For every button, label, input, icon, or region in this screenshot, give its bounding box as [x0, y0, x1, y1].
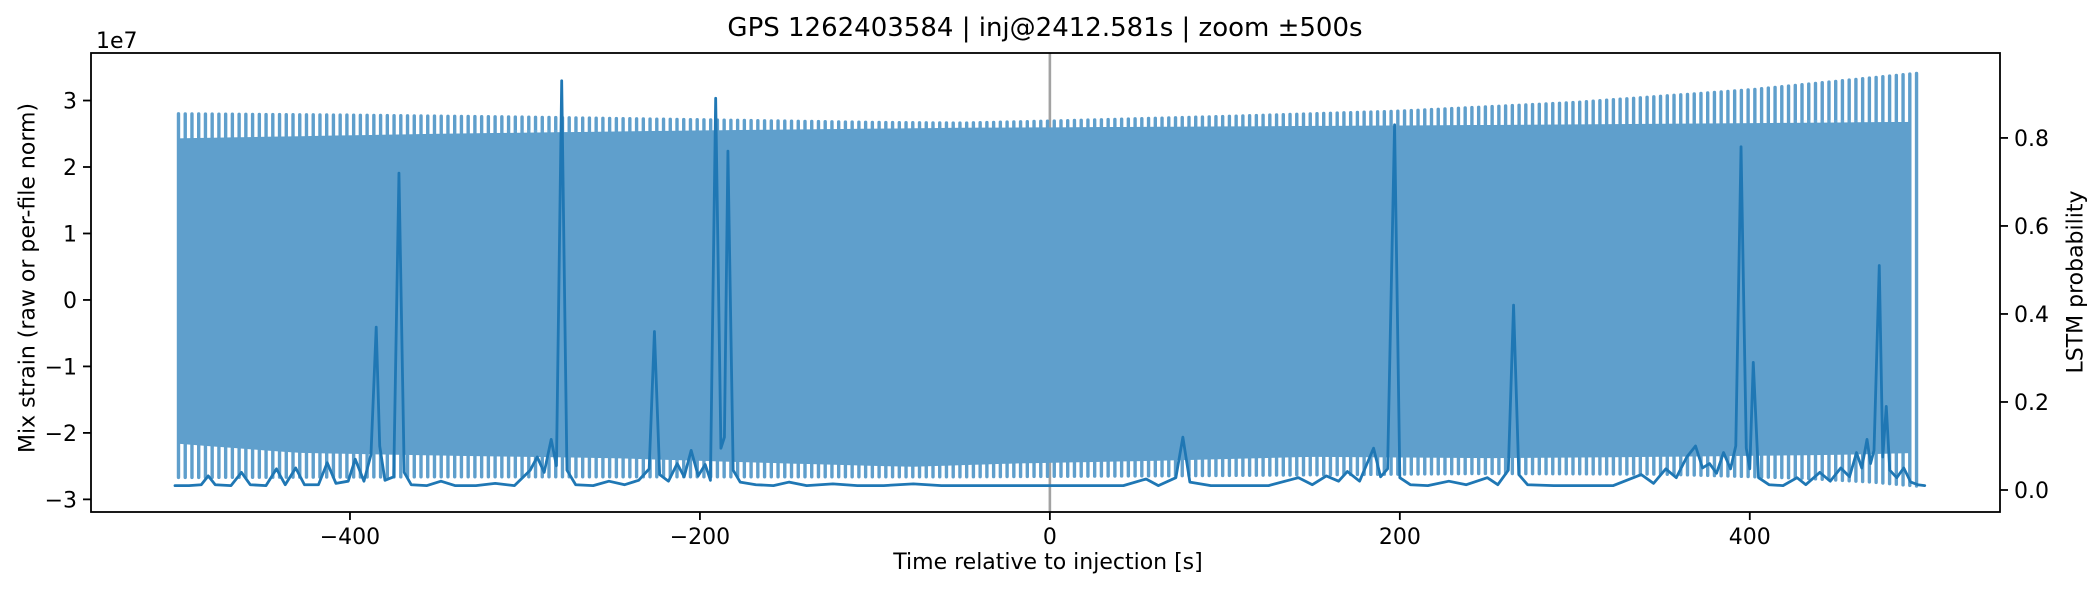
chart-title: GPS 1262403584 | inj@2412.581s | zoom ±5… [727, 13, 1363, 43]
x-tick-label: −200 [670, 525, 730, 550]
y-right-tick-label: 0.2 [2014, 391, 2049, 416]
y-left-tick-label: 2 [63, 156, 77, 181]
y-left-tick-label: −1 [45, 355, 77, 380]
strain-band-core [178, 121, 1911, 467]
y-axis-label-right: LSTM probability [2063, 190, 2089, 374]
y-right-tick-label: 0.6 [2014, 215, 2049, 240]
y-left-tick-label: 1 [63, 222, 77, 247]
y-left-tick-label: −3 [45, 488, 77, 513]
y-right-tick-label: 0.0 [2014, 479, 2049, 504]
x-tick-label: 0 [1043, 525, 1057, 550]
x-tick-label: 400 [1729, 525, 1771, 550]
y-axis-label-left: Mix strain (raw or per-file norm) [15, 102, 41, 454]
x-tick-label: −400 [320, 525, 380, 550]
y-left-tick-label: 0 [63, 289, 77, 314]
y-right-tick-label: 0.8 [2014, 127, 2049, 152]
y-axis-offset-label: 1e7 [96, 29, 138, 54]
y-left-tick-label: −2 [45, 422, 77, 447]
y-left-tick-label: 3 [63, 90, 77, 115]
x-axis-label: Time relative to injection [s] [893, 550, 1203, 575]
lstm-probability-line [173, 79, 1927, 488]
plot-border [90, 52, 2001, 513]
y-right-tick-label: 0.4 [2014, 303, 2049, 328]
x-tick-label: 200 [1379, 525, 1421, 550]
